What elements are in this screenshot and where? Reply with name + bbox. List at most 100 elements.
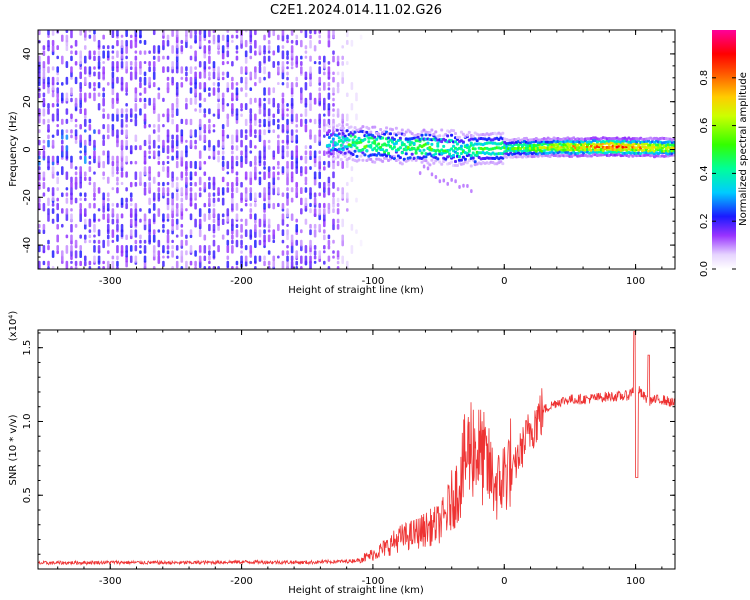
spectrogram-cell (318, 155, 322, 162)
spectrogram-cell (70, 155, 73, 163)
spectrogram-cell (79, 66, 82, 70)
spectrogram-cell (277, 103, 280, 109)
spectrogram-cell (450, 177, 453, 182)
spectrogram-cell (139, 239, 142, 244)
spectrogram-cell (424, 133, 428, 137)
spectrogram-cell (286, 208, 289, 218)
spectrogram-cell (369, 157, 373, 161)
spectrogram-cell (134, 244, 138, 252)
spectrogram-cell (198, 92, 202, 101)
spectrogram-cell (381, 159, 385, 163)
spectrogram-cell (436, 142, 440, 146)
spectrogram-cell (309, 34, 312, 39)
spectrogram-cell (83, 45, 87, 50)
spectrogram-cell (65, 45, 69, 52)
spectrogram-cell (212, 208, 216, 218)
spectrogram-cell (74, 166, 78, 170)
spectrogram-cell (102, 66, 105, 75)
spectrogram-cell (194, 66, 197, 70)
spectrogram-cell (286, 176, 289, 186)
spectrogram-cell (309, 118, 312, 123)
spectrogram-cell (166, 129, 170, 138)
spectrogram-cell (70, 129, 73, 134)
spectrogram-cell (254, 223, 257, 233)
spectrogram-cell (42, 81, 46, 90)
spectrogram-cell (286, 66, 289, 70)
spectrogram-cell (309, 229, 312, 236)
spectrogram-cell (143, 255, 147, 263)
spectrogram-cell (208, 208, 211, 214)
spectrogram-cell (240, 223, 243, 233)
spectrogram-cell (428, 131, 432, 135)
spectrogram-cell (42, 139, 46, 144)
spectrogram-cell (304, 255, 308, 265)
spectrogram-cell (166, 255, 170, 259)
spectrogram-cell (198, 30, 202, 36)
colorbar-tick-label: 0.8 (699, 70, 710, 86)
spectrogram-cell (125, 45, 128, 54)
spectrogram-cell (65, 108, 69, 115)
spectrogram-cell (42, 192, 46, 197)
spectrogram-x-tick-label: 100 (626, 276, 645, 287)
spectrogram-cell (221, 124, 225, 130)
spectrogram-cell (198, 218, 202, 227)
spectrogram-cell (355, 197, 358, 203)
spectrogram-cell (336, 81, 340, 88)
spectrogram-cell (93, 92, 96, 102)
spectrogram-cell (74, 39, 78, 47)
spectrogram-cell (381, 148, 385, 152)
spectrogram-cell (295, 239, 299, 246)
spectrogram-cell (148, 208, 151, 214)
spectrogram-cell (56, 187, 59, 191)
spectrogram-cell (244, 76, 248, 85)
spectrogram-cell (194, 192, 197, 199)
spectrogram-cell (263, 103, 266, 110)
spectrogram-cell (70, 239, 73, 245)
spectrogram-cell (277, 176, 280, 181)
spectrogram-cell (148, 97, 151, 106)
spectrogram-cell (345, 160, 349, 169)
spectrogram-cell (469, 154, 473, 158)
spectrogram-cell (162, 260, 165, 267)
spectrogram-cell (221, 108, 225, 112)
spectrogram-cell (134, 39, 138, 48)
spectrogram-cell (203, 255, 207, 262)
spectrogram-cell (420, 151, 424, 155)
spectrogram-cell (125, 81, 128, 90)
spectrogram-y-tick-label: 0 (22, 146, 33, 152)
spectrogram-cell (434, 152, 438, 156)
spectrogram-cell (392, 145, 396, 149)
spectrogram-cell (249, 244, 253, 254)
spectrogram-cell (244, 244, 248, 251)
spectrogram-cell (249, 108, 253, 114)
spectrogram-cell (332, 108, 335, 112)
spectrogram-cell (327, 244, 331, 250)
spectrogram-cell (56, 129, 59, 136)
spectrogram-cell (134, 202, 138, 209)
spectrogram-cell (93, 34, 96, 42)
spectrogram-cell (116, 108, 119, 115)
spectrogram-cell (198, 260, 202, 269)
spectrogram-cell (244, 129, 248, 134)
spectrogram-cell (336, 250, 340, 258)
colorbar-label: Normalized spectral amplitude (738, 72, 749, 226)
spectrogram-cell (327, 108, 331, 117)
spectrogram-cell (426, 166, 430, 171)
spectrogram-cell (65, 129, 69, 134)
spectrogram-cell (203, 244, 207, 254)
spectrogram-cell (267, 129, 271, 134)
spectrogram-cell (42, 181, 46, 189)
spectrogram-cell (398, 136, 402, 140)
spectrogram-cell (277, 171, 280, 176)
spectrogram-cell (175, 181, 179, 190)
spectrogram-cell (152, 129, 156, 134)
spectrogram-cell (277, 134, 280, 139)
spectrogram-cell (277, 60, 280, 66)
spectrogram-cell (323, 134, 326, 138)
spectrogram-cell (194, 129, 197, 138)
spectrogram-cell (47, 239, 50, 245)
spectrogram-cell (111, 187, 115, 191)
spectrogram-cell (341, 126, 345, 130)
spectrogram-cell (240, 129, 243, 139)
spectrogram-cell (102, 171, 105, 177)
